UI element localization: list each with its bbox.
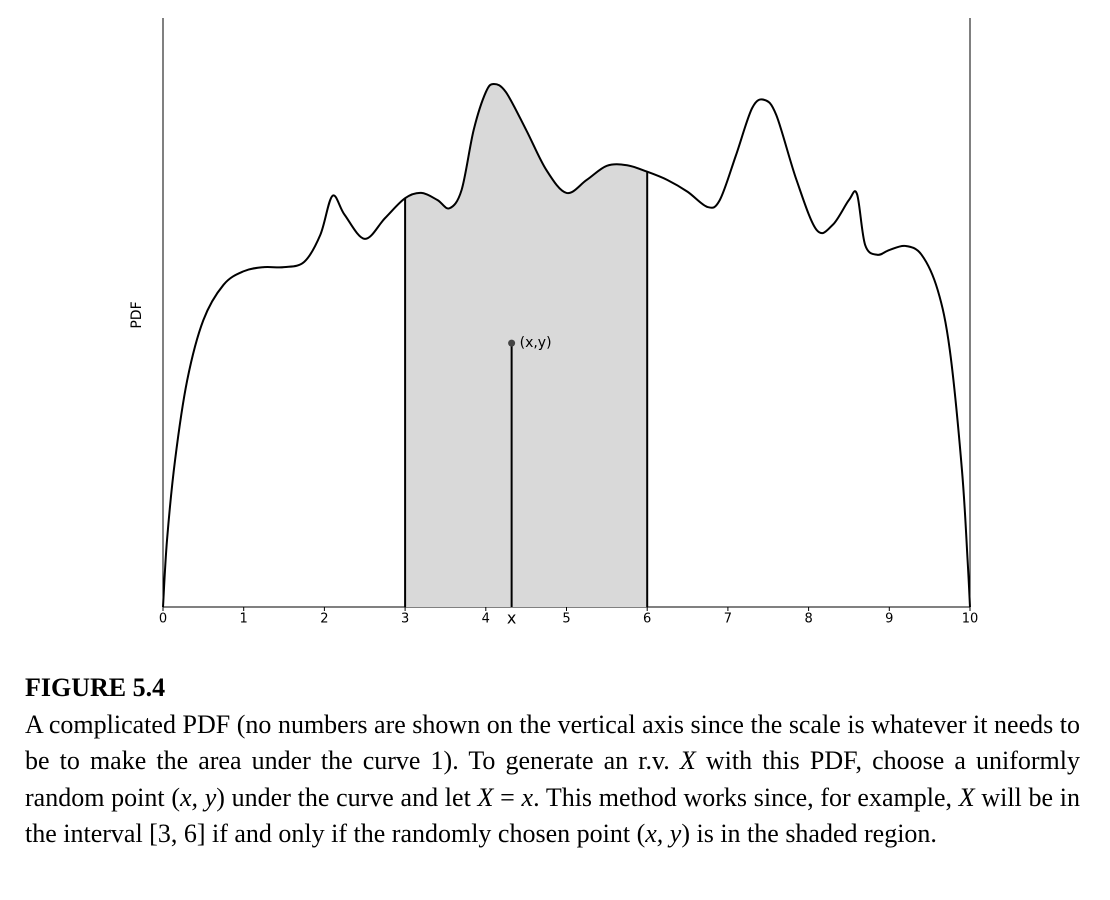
caption: FIGURE 5.4 A complicated PDF (no numbers… (25, 670, 1080, 853)
caption-run: = (493, 782, 522, 812)
math: x, y (645, 819, 682, 848)
caption-label: FIGURE 5.4 (25, 673, 166, 702)
x-tick-label: 6 (643, 612, 651, 627)
x-tick-label: 8 (804, 612, 812, 627)
y-axis-label: PDF (129, 301, 145, 328)
caption-run: ) is in the shaded region. (681, 819, 937, 848)
math: X (679, 746, 696, 775)
math: X (958, 782, 975, 812)
x-tick-label: 5 (562, 612, 570, 627)
caption-run: A complicated PDF (no numbers are shown … (25, 709, 1080, 776)
caption-text: A complicated PDF (no numbers are shown … (25, 707, 1080, 853)
caption-run: ) under the curve and let (216, 782, 478, 812)
x-tick-label: 0 (159, 612, 167, 627)
caption-run: with this PDF, choose a uniformly random… (25, 746, 1080, 812)
x-tick-label: 2 (320, 612, 328, 627)
x-tick-label: x (507, 609, 516, 628)
x-tick-label: 1 (240, 612, 248, 627)
x-tick-label: 3 (401, 612, 409, 627)
caption-run: will be in the interval [3, 6] if and on… (25, 782, 1080, 849)
x-tick-label: 4 (482, 612, 490, 627)
math: x (521, 782, 534, 812)
math: x, y (179, 782, 217, 812)
random-point (508, 339, 516, 347)
x-tick-label: 7 (724, 612, 732, 627)
pdf-curve (162, 82, 971, 608)
chart: PDF 0 1 2 3 4 x 5 6 7 8 9 10 (x,y) (129, 18, 979, 628)
point-label: (x,y) (520, 335, 552, 351)
shaded-region (405, 83, 648, 607)
x-tick-label: 9 (885, 612, 893, 627)
caption-run: . This method works since, for example, (533, 782, 959, 812)
x-tick-label: 10 (962, 612, 979, 627)
math: X (477, 782, 494, 812)
